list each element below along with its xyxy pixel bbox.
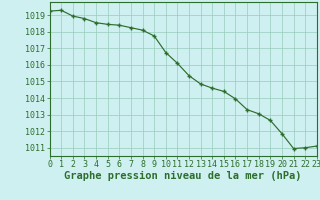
X-axis label: Graphe pression niveau de la mer (hPa): Graphe pression niveau de la mer (hPa) — [64, 171, 302, 181]
